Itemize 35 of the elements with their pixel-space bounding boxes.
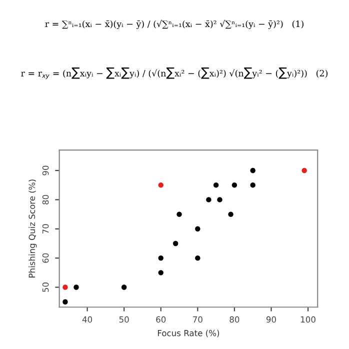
- x-tick-label: 40: [82, 316, 92, 323]
- y-tick-label: 90: [42, 166, 49, 176]
- x-tick-label: 90: [266, 316, 276, 323]
- point: [232, 182, 238, 188]
- point: [74, 284, 79, 290]
- x-tick-label: 100: [300, 316, 316, 323]
- text: r = r$_{xy}$ = (n∑xᵢyᵢ − ∑xᵢ∑yᵢ) / (√(n∑xᵢ² − (∑xᵢ)²) √(n∑yᵢ² − (∑yᵢ)²)) (2): [21, 67, 328, 80]
- x-axis-title: Focus Rate (%): [158, 330, 220, 338]
- y-axis-title: Phishing Quiz Score (%): [28, 180, 37, 278]
- y-tick-label: 60: [42, 253, 49, 263]
- point: [213, 182, 219, 188]
- x-tick-label: 80: [230, 316, 240, 323]
- point: [206, 197, 212, 202]
- point: [250, 168, 256, 174]
- x-tick-label: 60: [156, 316, 166, 323]
- point: [158, 270, 164, 276]
- x-tick-label: 50: [119, 316, 129, 323]
- point: [176, 212, 182, 217]
- point: [121, 284, 127, 290]
- y-tick-label: 80: [42, 194, 49, 204]
- text: r = ∑ⁿᵢ₌₁(xᵢ − x̄)(yᵢ − ȳ) / (√∑ⁿᵢ₌₁(xᵢ − x̄)² √∑ⁿᵢ₌₁(yᵢ − ȳ)²) (1): [45, 20, 304, 29]
- point: [228, 212, 234, 217]
- point: [62, 299, 68, 304]
- point: [172, 240, 178, 246]
- point: [158, 255, 164, 261]
- y-tick-label: 70: [42, 224, 49, 234]
- point: [62, 284, 68, 290]
- point: [195, 255, 200, 261]
- point: [302, 168, 307, 174]
- y-tick-label: 50: [42, 282, 49, 292]
- point: [250, 182, 256, 188]
- point: [195, 226, 200, 232]
- point: [158, 182, 164, 188]
- x-tick-label: 70: [193, 316, 202, 323]
- point: [217, 197, 222, 202]
